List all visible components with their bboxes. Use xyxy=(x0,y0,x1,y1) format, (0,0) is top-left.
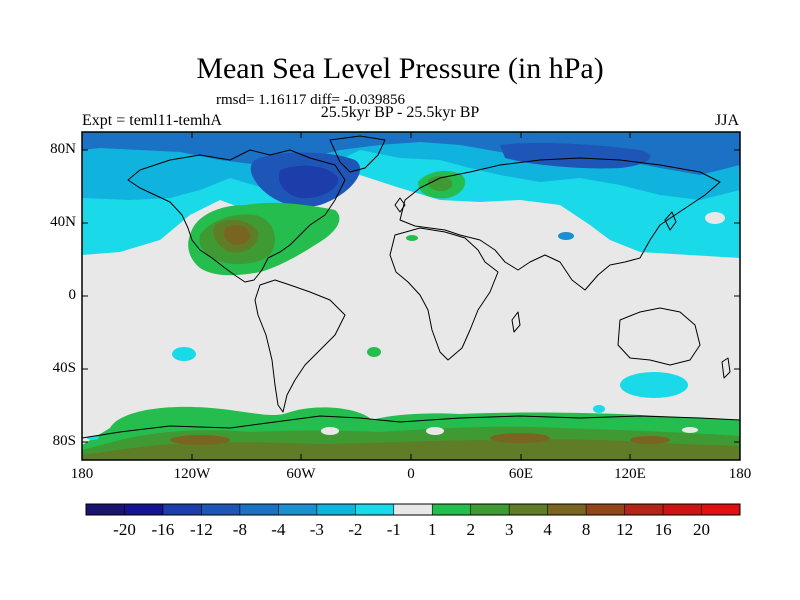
colorbar-label: 2 xyxy=(466,520,475,539)
arctic-band-3 xyxy=(82,132,740,175)
season-label: JJA xyxy=(715,112,740,129)
colorbar-label: -12 xyxy=(190,520,213,539)
colorbar-swatch xyxy=(201,504,241,515)
greenland-coast xyxy=(329,135,386,173)
med-blob xyxy=(406,235,418,241)
lon-label-120e: 120E xyxy=(614,466,646,482)
colorbar-label: 8 xyxy=(581,520,591,539)
antarctic-core-3 xyxy=(630,436,670,444)
colorbar-label: 4 xyxy=(543,520,552,539)
antarctic-core-1 xyxy=(170,435,230,445)
africa-coast xyxy=(389,227,499,361)
colorbar-swatch xyxy=(162,504,202,515)
canada-low-core xyxy=(278,165,339,199)
colorbar-label: -3 xyxy=(309,520,324,539)
indian-ocean-blob xyxy=(620,372,688,398)
na-high-core xyxy=(224,225,250,245)
colorbar-swatch xyxy=(86,504,125,515)
colorbar xyxy=(85,503,741,516)
colorbar-swatch xyxy=(239,504,279,515)
satl-blob xyxy=(367,347,381,357)
lon-label-0: 0 xyxy=(407,466,415,482)
colorbar-swatch xyxy=(586,504,625,515)
antarctica-coast xyxy=(81,415,741,439)
uk-coast xyxy=(394,197,406,213)
colorbar-swatch xyxy=(393,504,433,515)
map-subtitle: 25.5kyr BP - 25.5kyr BP xyxy=(320,104,480,121)
sepacific-blob xyxy=(172,347,196,361)
colorbar-swatch xyxy=(278,504,318,515)
colorbar-label: 1 xyxy=(427,520,437,539)
colorbar-label: -2 xyxy=(348,520,363,539)
colorbar-swatch xyxy=(316,504,356,515)
colorbar-label: -16 xyxy=(151,520,175,539)
colorbar-label: 12 xyxy=(616,520,634,539)
lat-label-80n: 80N xyxy=(50,141,76,157)
nz-coast xyxy=(721,357,731,379)
map-title: Mean Sea Level Pressure (in hPa) xyxy=(196,52,604,85)
colorbar-outline xyxy=(85,503,741,516)
lon-label-60w: 60W xyxy=(286,466,316,482)
south-america-coast xyxy=(254,279,346,413)
experiment-label: Expt = teml11-temhA xyxy=(82,112,222,129)
colorbar-label: -20 xyxy=(113,520,136,539)
axis-ticks xyxy=(81,132,741,460)
lat-label-0: 0 xyxy=(68,287,77,303)
lat-label-80s: 80S xyxy=(52,433,76,449)
colorbar-swatch xyxy=(663,504,702,515)
colorbar-swatch xyxy=(432,504,472,515)
japan-coast xyxy=(664,211,677,231)
antarctic-hole-3 xyxy=(682,427,698,433)
asia-blob xyxy=(558,232,574,240)
colorbar-swatch xyxy=(701,504,741,515)
colorbar-label: -8 xyxy=(232,520,247,539)
lat-label-40n: 40N xyxy=(50,214,76,230)
eurasia-coast xyxy=(399,157,721,291)
colorbar-swatch xyxy=(355,504,395,515)
colorbar-swatch xyxy=(124,504,164,515)
lon-label-60e: 60E xyxy=(508,466,534,482)
pressure-field xyxy=(82,132,740,460)
antarctic-band-3 xyxy=(82,439,740,460)
lon-label-180e: 180 xyxy=(728,466,752,482)
colorbar-swatch xyxy=(547,504,587,515)
colorbar-label: 20 xyxy=(693,520,710,539)
australia-coast xyxy=(617,307,701,366)
madagascar-coast xyxy=(511,311,521,333)
lon-label-180w: 180 xyxy=(70,466,94,482)
pacific-gap xyxy=(705,212,725,224)
colorbar-swatch xyxy=(470,504,510,515)
colorbar-label: 3 xyxy=(504,520,514,539)
antarctic-core-2 xyxy=(490,433,550,443)
stats-text: rmsd= 1.16117 diff= -0.039856 xyxy=(216,92,405,108)
antarctic-hole-1 xyxy=(321,427,339,435)
colorbar-swatch xyxy=(624,504,664,515)
colorbar-swatch xyxy=(509,504,548,515)
antarctic-hole-2 xyxy=(426,427,444,435)
colorbar-label: -4 xyxy=(271,520,286,539)
scandinavia-high-2 xyxy=(427,175,453,192)
north-america-coast xyxy=(127,149,346,283)
coastlines xyxy=(81,135,741,439)
colorbar-label: -1 xyxy=(386,520,401,539)
lat-label-40s: 40S xyxy=(52,360,76,376)
lon-label-120w: 120W xyxy=(173,466,211,482)
siberia-low xyxy=(500,142,651,169)
colorbar-label: 16 xyxy=(654,520,672,539)
small-cyan-blob xyxy=(593,405,605,413)
